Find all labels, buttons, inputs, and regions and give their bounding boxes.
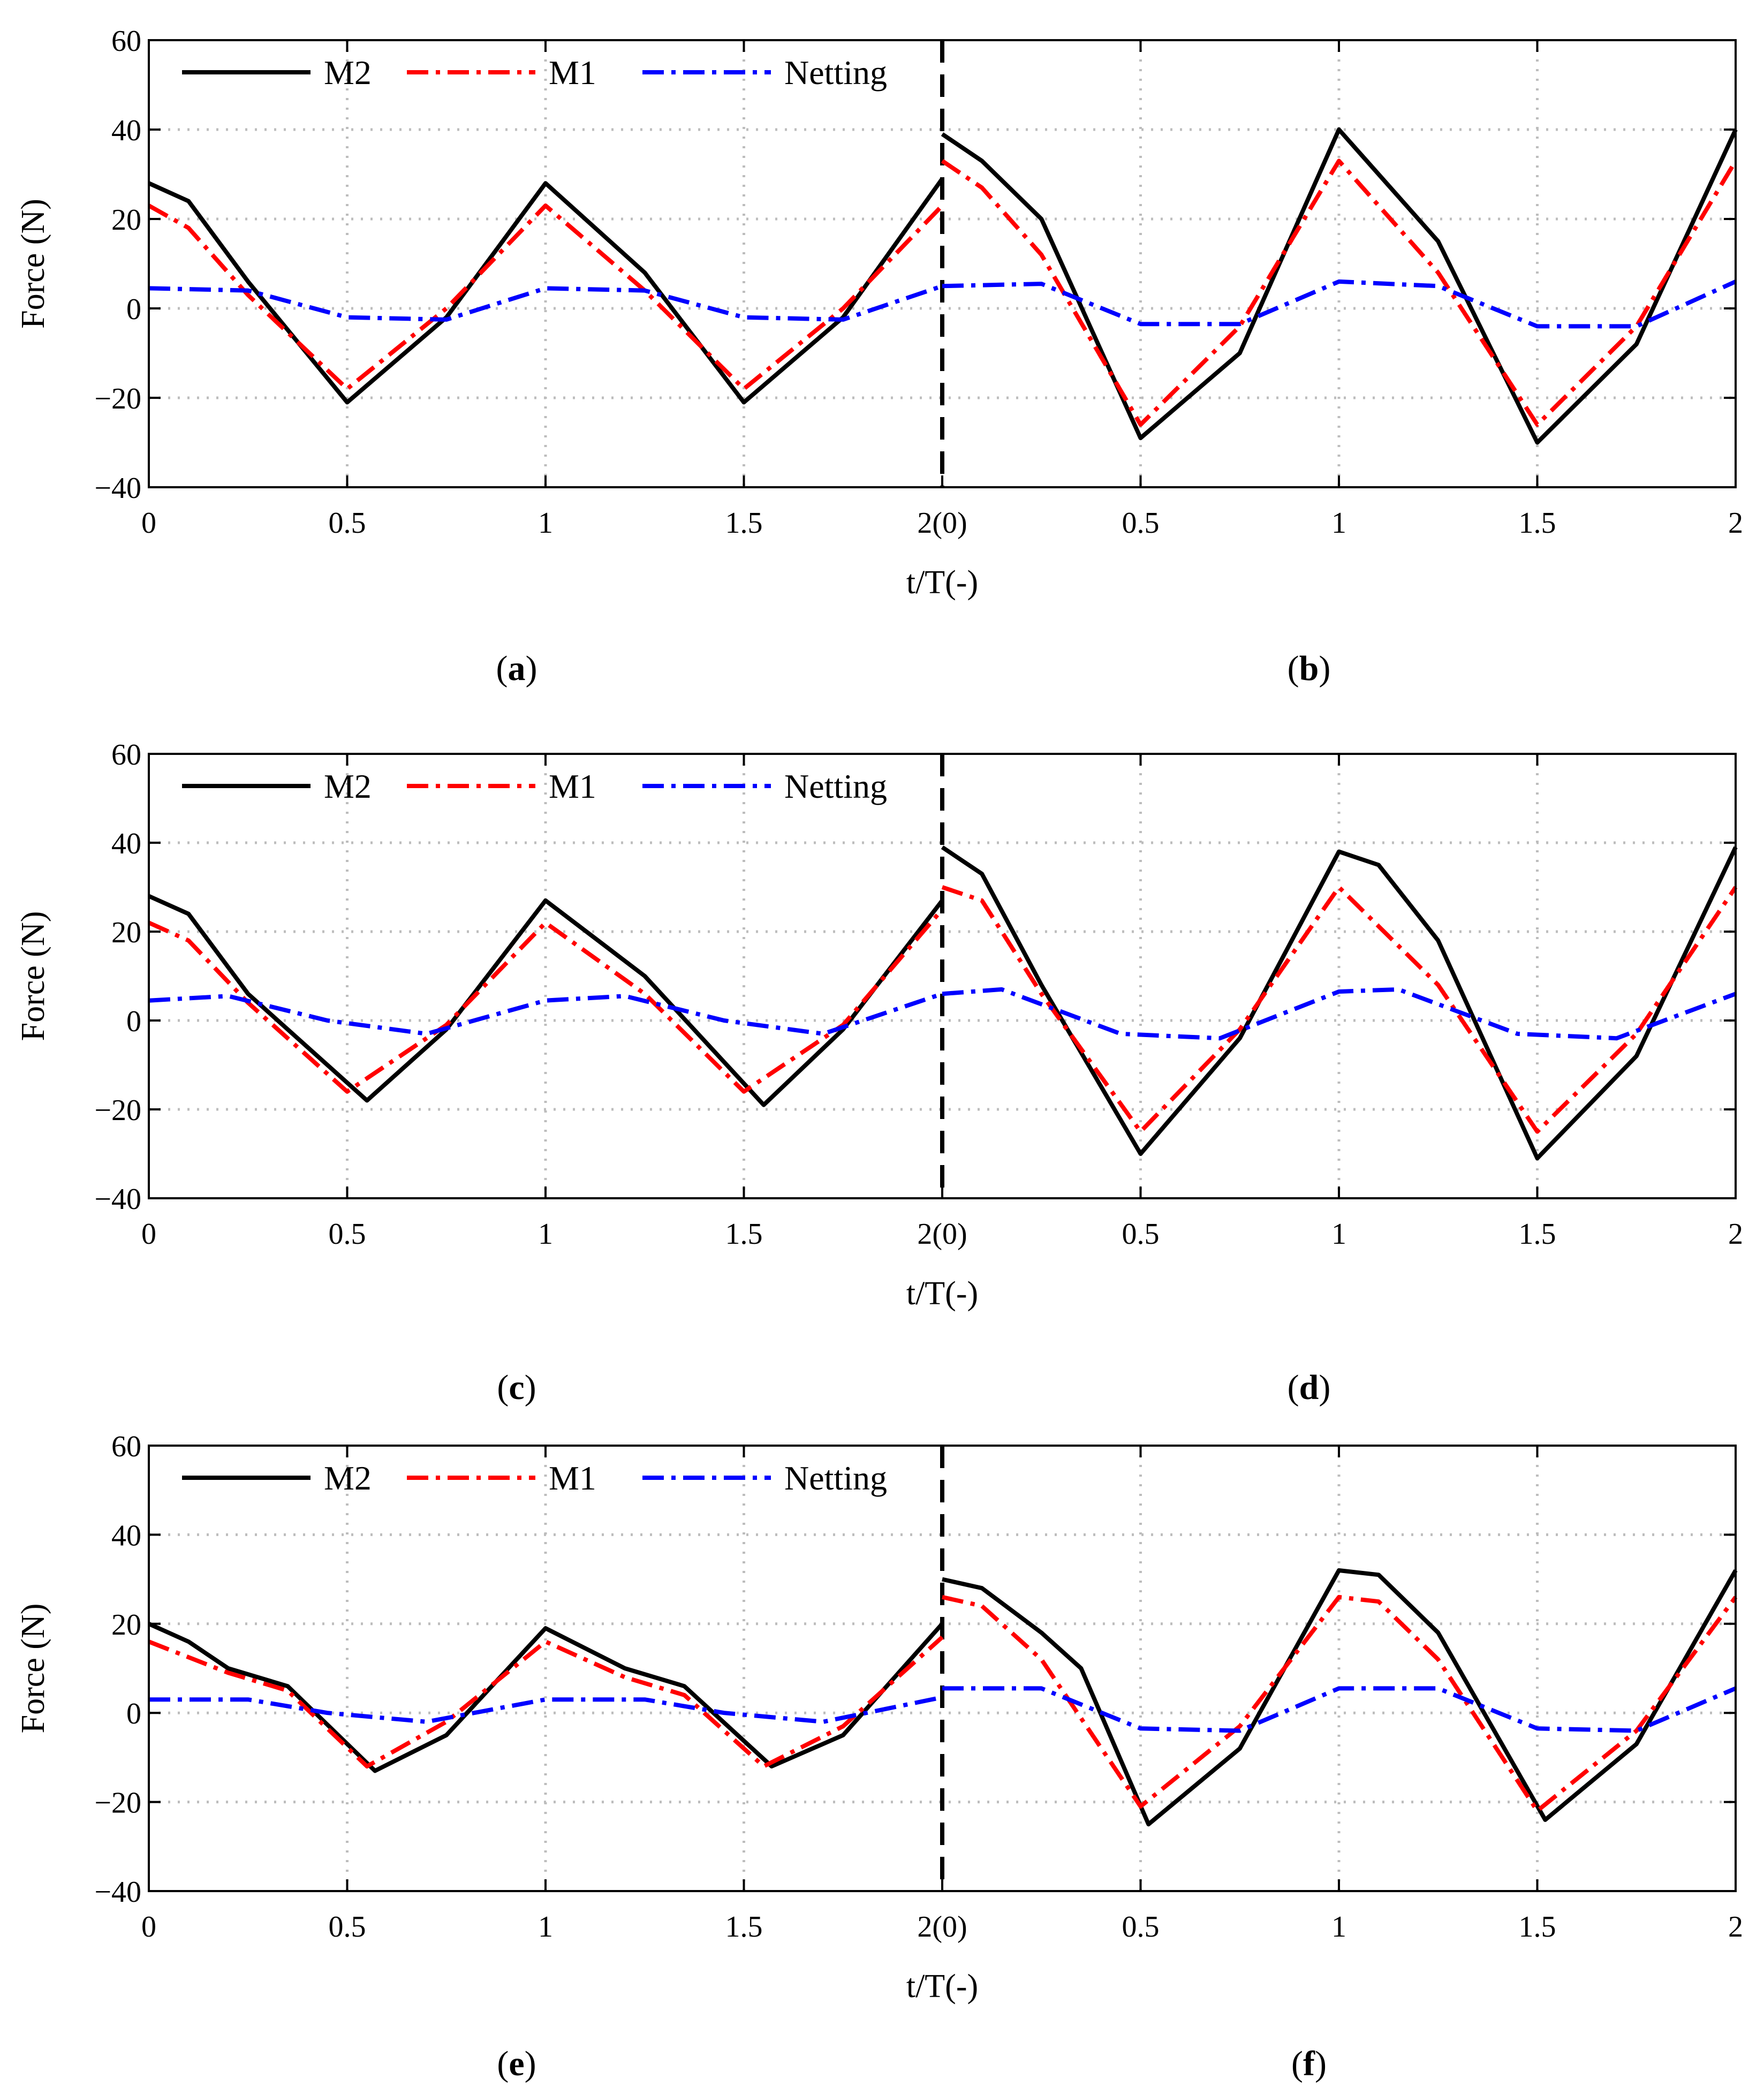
x-tick-label: 1	[538, 1218, 553, 1251]
x-tick-label: 0.5	[329, 1218, 366, 1251]
x-tick-label: 1.5	[725, 1910, 763, 1944]
panel-caption: (a)	[496, 649, 537, 688]
x-tick-label: 2	[1728, 507, 1743, 540]
caption-close-paren: )	[1315, 2044, 1327, 2083]
x-tick-label: 1.5	[725, 507, 763, 540]
x-tick-label: 0.5	[329, 1910, 366, 1944]
x-tick-label: 2	[1728, 1218, 1743, 1251]
x-tick-label: 1.5	[725, 1218, 763, 1251]
y-tick-label: 0	[126, 293, 141, 326]
legend-label-m1: M1	[549, 1459, 596, 1497]
x-tick-label: 1	[538, 1910, 553, 1944]
x-tick-label: 2(0)	[917, 1218, 967, 1251]
legend-label-m2: M2	[324, 54, 372, 92]
series-line-m1	[148, 885, 1738, 1134]
legend-label-m1: M1	[549, 54, 596, 92]
y-tick-label: 60	[111, 25, 141, 58]
x-tick-label: 1.5	[1519, 1910, 1556, 1944]
y-tick-label: 20	[111, 203, 141, 237]
x-tick-label: 1	[538, 507, 553, 540]
panel-caption: (f)	[1291, 2044, 1327, 2083]
x-tick-label: 0	[141, 1910, 156, 1944]
panel-caption: (b)	[1288, 649, 1331, 688]
series-line-m1	[148, 158, 1738, 427]
legend-label-netting: Netting	[784, 767, 887, 805]
x-tick-label: 0	[141, 1218, 156, 1251]
caption-close-paren: )	[1319, 649, 1330, 688]
x-tick-label: 1.5	[1519, 507, 1556, 540]
caption-letter: c	[509, 1368, 524, 1407]
series-line-netting	[148, 987, 1737, 1041]
legend-label-netting: Netting	[784, 54, 887, 92]
x-tick-label: 2(0)	[917, 507, 967, 540]
y-tick-label: −20	[94, 382, 141, 415]
legend-label-m2: M2	[324, 767, 372, 805]
y-tick-label: −20	[94, 1094, 141, 1127]
y-tick-label: 40	[111, 1519, 141, 1552]
x-tick-label: 2	[1728, 1910, 1743, 1944]
y-tick-label: −40	[94, 1876, 141, 1909]
series-line-m1	[148, 1594, 1738, 1813]
x-tick-label: 0.5	[1122, 1910, 1160, 1944]
caption-letter: f	[1303, 2044, 1315, 2083]
caption-close-paren: )	[526, 649, 537, 688]
x-tick-label: 1.5	[1519, 1218, 1556, 1251]
y-tick-label: −20	[94, 1787, 141, 1820]
panel-caption: (d)	[1288, 1368, 1331, 1407]
y-tick-label: −40	[94, 472, 141, 505]
y-tick-label: 60	[111, 1430, 141, 1463]
caption-letter: a	[508, 649, 526, 688]
caption-close-paren: )	[525, 1368, 536, 1407]
legend-label-m1: M1	[549, 767, 596, 805]
series-line-m2	[148, 845, 1738, 1161]
y-tick-label: −40	[94, 1183, 141, 1216]
y-tick-label: 60	[111, 738, 141, 772]
caption-letter: b	[1299, 649, 1319, 688]
y-tick-label: 20	[111, 916, 141, 949]
caption-letter: d	[1299, 1368, 1319, 1407]
caption-open-paren: (	[1288, 649, 1299, 688]
x-tick-label: 1	[1331, 1910, 1346, 1944]
y-tick-label: 0	[126, 1697, 141, 1730]
x-tick-label: 0.5	[329, 507, 366, 540]
x-axis-label: t/T(-)	[906, 1275, 978, 1312]
x-tick-label: 0.5	[1122, 507, 1160, 540]
series-line-netting	[149, 1686, 1737, 1733]
x-tick-label: 1	[1331, 507, 1346, 540]
y-tick-label: 40	[111, 114, 141, 147]
y-axis-label: Force (N)	[15, 199, 51, 329]
caption-open-paren: (	[497, 1368, 509, 1407]
x-axis-label: t/T(-)	[906, 564, 978, 601]
x-tick-label: 1	[1331, 1218, 1346, 1251]
x-axis-label: t/T(-)	[906, 1968, 978, 2005]
y-tick-label: 0	[126, 1005, 141, 1038]
series-line-netting	[148, 279, 1737, 329]
x-tick-label: 0.5	[1122, 1218, 1160, 1251]
y-axis-label: Force (N)	[15, 1604, 51, 1734]
legend-label-m2: M2	[324, 1459, 372, 1497]
y-tick-label: 40	[111, 827, 141, 860]
caption-close-paren: )	[525, 2044, 536, 2083]
y-axis-label: Force (N)	[15, 911, 51, 1041]
caption-close-paren: )	[1319, 1368, 1330, 1407]
y-tick-label: 20	[111, 1608, 141, 1642]
x-tick-label: 2(0)	[917, 1910, 967, 1944]
caption-open-paren: (	[1291, 2044, 1303, 2083]
caption-letter: e	[509, 2044, 524, 2083]
legend-label-netting: Netting	[784, 1459, 887, 1497]
x-tick-label: 0	[141, 507, 156, 540]
panel-caption: (e)	[497, 2044, 536, 2083]
caption-open-paren: (	[1288, 1368, 1299, 1407]
panel-caption: (c)	[497, 1368, 536, 1407]
caption-open-paren: (	[496, 649, 508, 688]
caption-open-paren: (	[497, 2044, 509, 2083]
